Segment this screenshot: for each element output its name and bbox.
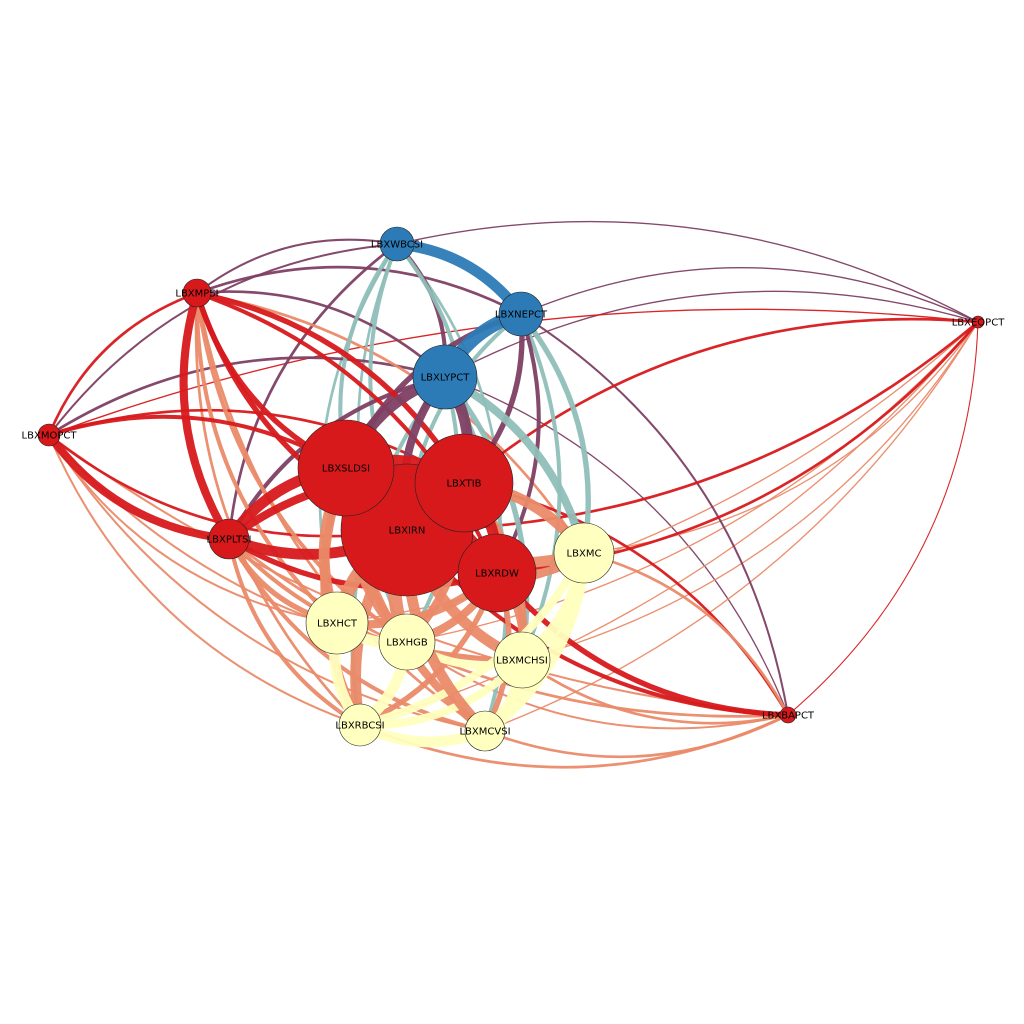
node-label-lbxlypct: LBXLYPCT bbox=[421, 373, 471, 384]
node-label-lbxmpsi: LBXMPSI bbox=[175, 289, 218, 300]
edge-lbxnepct-lbxeopct bbox=[520, 266, 979, 323]
node-lbxmc[interactable] bbox=[553, 522, 615, 584]
edge-lbxmcvsi-lbxbapct bbox=[483, 713, 790, 759]
label-layer: LBXWBCSI LBXNEPCT LBXLYPCT LBXMPSI LBXMOPCT L… bbox=[22, 240, 1006, 738]
node-label-lbxrbcsi: LBXRBCSI bbox=[335, 721, 384, 732]
edge-lbxhgb-lbxbapct bbox=[405, 640, 790, 730]
edge-lbxnepct-lbxmc bbox=[518, 311, 591, 556]
node-lbxmcvsi[interactable] bbox=[464, 710, 506, 752]
node-lbxmopct[interactable] bbox=[37, 423, 61, 447]
edge-lbxrbcsi-lbxeopct bbox=[359, 321, 979, 726]
node-label-lbxmc: LBXMC bbox=[567, 549, 602, 560]
edge-lbxmopct-lbxrbcsi bbox=[47, 433, 362, 727]
node-label-lbxmchsi: LBXMCHSI bbox=[496, 656, 548, 667]
node-lbxrbcsi[interactable] bbox=[338, 703, 382, 747]
edge-lbxeopct-lbxbapct bbox=[787, 321, 979, 716]
node-label-lbxpltsi: LBXPLTSI bbox=[207, 535, 252, 546]
node-label-lbxsldsi: LBXSLDSI bbox=[322, 464, 370, 475]
node-label-lbxirn: LBXIRN bbox=[389, 526, 426, 537]
edge-lbxlypct-lbxeopct bbox=[444, 290, 979, 378]
node-label-lbxnepct: LBXNEPCT bbox=[495, 310, 548, 321]
node-label-lbxrdw: LBXRDW bbox=[475, 569, 519, 580]
node-lbxeopct[interactable] bbox=[971, 315, 985, 329]
node-lbxhct[interactable] bbox=[305, 591, 369, 655]
edge-lbxmchsi-lbxbapct bbox=[520, 658, 790, 725]
edge-lbxmpsi-lbxhct bbox=[194, 290, 340, 626]
node-label-lbxmcvsi: LBXMCVSI bbox=[459, 727, 510, 738]
edge-lbxmchsi-lbxeopct bbox=[521, 321, 979, 661]
edge-lbxmopct-lbxpltsi bbox=[44, 430, 234, 544]
edge-lbxnepct-lbxmpsi bbox=[195, 265, 523, 316]
edge-lbxrdw-lbxbapct bbox=[494, 570, 791, 718]
edge-lbxwbcsi-lbxeopct bbox=[396, 220, 979, 323]
node-lbxbapct[interactable] bbox=[779, 706, 797, 724]
node-lbxnepct[interactable] bbox=[498, 291, 544, 337]
edge-lbxpltsi-lbxrbcsi bbox=[226, 536, 363, 728]
edge-lbxtib-lbxeopct bbox=[462, 317, 980, 485]
edge-lbxwbcsi-lbxmpsi bbox=[195, 238, 399, 295]
node-lbxtib[interactable] bbox=[414, 433, 514, 533]
node-lbxsldsi[interactable] bbox=[297, 419, 395, 517]
node-lbxlypct[interactable] bbox=[412, 344, 478, 410]
node-lbxmpsi[interactable] bbox=[182, 278, 212, 308]
edge-lbxmc-lbxbapct bbox=[582, 551, 790, 717]
node-label-lbxmopct: LBXMOPCT bbox=[22, 431, 78, 442]
node-label-lbxtib: LBXTIB bbox=[446, 479, 481, 490]
edge-lbxmpsi-lbxmopct bbox=[47, 291, 199, 437]
node-lbxpltsi[interactable] bbox=[208, 518, 250, 560]
edge-lbxpltsi-lbxbapct bbox=[227, 537, 790, 718]
edge-lbxmc-lbxeopct bbox=[583, 321, 979, 554]
node-label-lbxwbcsi: LBXWBCSI bbox=[371, 240, 423, 251]
edge-lbxmpsi-lbxpltsi bbox=[179, 288, 234, 544]
node-layer bbox=[37, 226, 985, 752]
node-label-lbxhgb: LBXHGB bbox=[386, 638, 428, 649]
edge-lbxlypct-lbxmpsi bbox=[195, 290, 447, 379]
node-lbxwbcsi[interactable] bbox=[379, 226, 415, 262]
edge-lbxlypct-lbxmopct bbox=[47, 356, 447, 437]
node-lbxmchsi[interactable] bbox=[493, 631, 551, 689]
edge-lbxmcvsi-lbxeopct bbox=[484, 321, 979, 732]
edge-lbxwbcsi-lbxpltsi bbox=[227, 242, 399, 541]
node-lbxrdw[interactable] bbox=[457, 533, 537, 613]
node-label-lbxhct: LBXHCT bbox=[317, 619, 358, 630]
node-lbxhgb[interactable] bbox=[378, 613, 436, 671]
node-label-lbxeopct: LBXEOPCT bbox=[952, 318, 1005, 329]
node-label-lbxbapct: LBXBAPCT bbox=[762, 711, 815, 722]
edge-lbxnepct-lbxbapct bbox=[519, 312, 790, 717]
